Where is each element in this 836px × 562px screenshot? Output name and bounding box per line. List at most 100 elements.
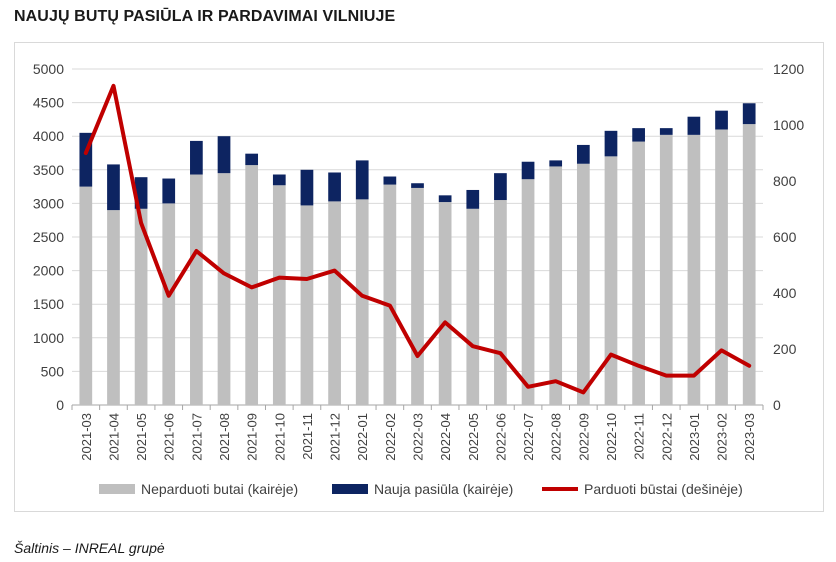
bar-new-supply	[411, 183, 424, 188]
bar-new-supply	[162, 178, 176, 204]
bar-unsold	[549, 166, 563, 405]
x-tick-label: 2022-01	[355, 413, 370, 461]
legend-label: Parduoti būstai (dešinėje)	[584, 481, 743, 497]
x-tick-label: 2022-07	[521, 413, 536, 461]
x-tick-label: 2021-04	[106, 413, 121, 461]
x-tick-label: 2022-04	[438, 413, 453, 461]
y-left-tick-label: 1500	[33, 296, 64, 312]
x-tick-label: 2023-02	[715, 413, 730, 461]
y-right-tick-label: 400	[773, 285, 797, 301]
x-tick-label: 2022-11	[632, 413, 647, 460]
y-left-tick-label: 3500	[33, 162, 64, 178]
bar-unsold	[632, 141, 645, 405]
bar-unsold	[576, 163, 590, 405]
y-left-tick-label: 4000	[33, 128, 64, 144]
bar-new-supply	[300, 169, 314, 206]
x-tick-label: 2021-08	[217, 413, 232, 461]
legend-swatch	[332, 484, 368, 494]
x-tick-label: 2022-12	[659, 413, 674, 461]
y-left-tick-label: 0	[56, 397, 64, 413]
bar-unsold	[715, 129, 728, 405]
bar-new-supply	[328, 172, 341, 202]
x-tick-label: 2021-12	[328, 413, 343, 461]
x-tick-label: 2021-09	[245, 413, 260, 461]
bar-unsold	[134, 208, 148, 405]
x-tick-label: 2022-02	[383, 413, 398, 461]
bar-unsold	[328, 201, 341, 405]
x-tick-label: 2022-03	[411, 413, 426, 461]
bar-new-supply	[438, 195, 452, 203]
x-tick-label: 2022-05	[466, 413, 481, 461]
bar-new-supply	[687, 116, 701, 135]
bar-new-supply	[659, 128, 673, 135]
y-right-tick-label: 0	[773, 397, 781, 413]
bar-new-supply	[632, 128, 645, 142]
bar-new-supply	[742, 103, 756, 125]
x-tick-label: 2021-05	[134, 413, 149, 461]
bar-new-supply	[245, 153, 259, 166]
bar-unsold	[466, 208, 480, 405]
bar-unsold	[521, 179, 535, 405]
x-tick-label: 2021-11	[300, 413, 315, 460]
bar-new-supply	[217, 136, 231, 174]
legend-label: Neparduoti butai (kairėje)	[141, 481, 298, 497]
x-tick-label: 2021-07	[189, 413, 204, 461]
x-tick-label: 2023-03	[742, 413, 757, 461]
bar-unsold	[245, 165, 259, 405]
legend-label: Nauja pasiūla (kairėje)	[374, 481, 513, 497]
bar-new-supply	[355, 160, 369, 200]
bar-unsold	[411, 187, 424, 405]
y-left-tick-label: 4500	[33, 95, 64, 111]
y-left-tick-label: 1000	[33, 330, 64, 346]
chart-frame: 0 500 1000 1500 2000 2500 3000 3500 4000 4500 5000…	[14, 42, 824, 512]
x-tick-label: 2022-09	[576, 413, 591, 461]
bar-unsold	[659, 134, 673, 405]
y-right-tick-label: 200	[773, 341, 797, 357]
x-tick-label: 2023-01	[687, 413, 702, 461]
x-tick-label: 2022-06	[493, 413, 508, 461]
bar-new-supply	[604, 130, 618, 157]
bar-unsold	[742, 124, 756, 405]
bar-new-supply	[190, 140, 203, 175]
legend-swatch	[99, 484, 135, 494]
bar-unsold	[272, 185, 286, 405]
bar-unsold	[494, 200, 507, 405]
y-left-tick-label: 2500	[33, 229, 64, 245]
source-note: Šaltinis – INREAL grupė	[14, 540, 165, 556]
bar-unsold	[687, 134, 701, 405]
bar-unsold	[604, 156, 618, 405]
bar-new-supply	[272, 174, 286, 186]
chart-title: NAUJŲ BUTŲ PASIŪLA IR PARDAVIMAI VILNIUJ…	[14, 8, 396, 25]
bar-unsold	[438, 202, 452, 405]
y-left-tick-label: 2000	[33, 263, 64, 279]
x-tick-label: 2021-06	[162, 413, 177, 461]
bar-new-supply	[715, 110, 728, 130]
x-tick-label: 2021-03	[79, 413, 94, 461]
x-tick-label: 2021-10	[272, 413, 287, 461]
y-right-tick-label: 1000	[773, 117, 804, 133]
bar-new-supply	[383, 176, 397, 185]
bar-unsold	[79, 186, 93, 405]
y-left-tick-label: 5000	[33, 61, 64, 77]
y-right-tick-label: 1200	[773, 61, 804, 77]
bar-unsold	[217, 173, 231, 405]
y-right-tick-label: 600	[773, 229, 797, 245]
bar-unsold	[107, 210, 120, 405]
bar-unsold	[190, 174, 203, 405]
bar-unsold	[383, 184, 397, 405]
bar-unsold	[162, 203, 176, 405]
chart-svg: 0500100015002000250030003500400045005000…	[33, 61, 805, 497]
bar-unsold	[355, 199, 369, 405]
bar-new-supply	[107, 164, 120, 211]
y-right-tick-label: 800	[773, 173, 797, 189]
bar-new-supply	[466, 189, 480, 209]
line-sold	[83, 83, 752, 395]
bar-unsold	[300, 205, 314, 405]
x-tick-label: 2022-08	[549, 413, 564, 461]
x-tick-label: 2022-10	[604, 413, 619, 461]
y-left-tick-label: 500	[41, 363, 65, 379]
bar-new-supply	[494, 173, 507, 201]
bar-new-supply	[576, 144, 590, 164]
y-left-tick-label: 3000	[33, 195, 64, 211]
bar-new-supply	[549, 160, 563, 167]
